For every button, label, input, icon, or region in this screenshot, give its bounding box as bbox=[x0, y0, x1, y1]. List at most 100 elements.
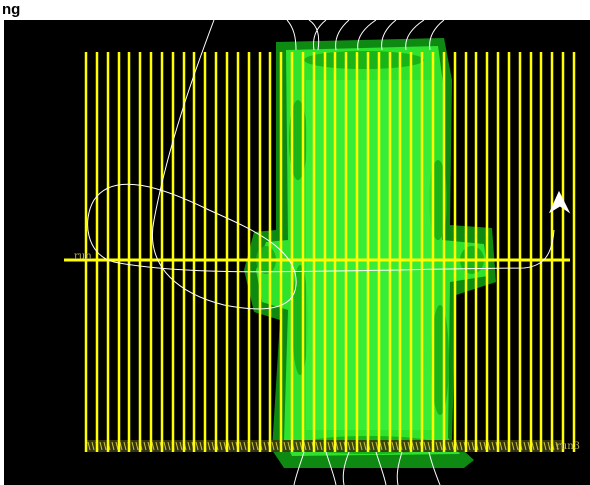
bottom-strip-tick bbox=[255, 441, 259, 451]
bottom-strip-tick bbox=[239, 441, 243, 451]
bottom-strip-tick bbox=[511, 441, 515, 451]
bottom-strip-tick bbox=[307, 441, 311, 451]
bottom-strip-tick bbox=[327, 441, 331, 451]
bottom-strip-tick bbox=[395, 441, 399, 451]
bottom-strip-tick bbox=[403, 441, 407, 451]
flight-track bbox=[381, 20, 397, 51]
flight-track bbox=[429, 20, 445, 51]
flight-track bbox=[325, 451, 337, 485]
bottom-strip-tick bbox=[339, 441, 343, 451]
bottom-strip-tick bbox=[155, 441, 159, 451]
bottom-strip-tick bbox=[483, 441, 487, 451]
bottom-strip-tick bbox=[135, 441, 139, 451]
bottom-strip-tick bbox=[531, 441, 535, 451]
bottom-strip-tick bbox=[195, 441, 199, 451]
bottom-strip-tick bbox=[263, 441, 267, 451]
bottom-strip-tick bbox=[347, 441, 351, 451]
flight-track bbox=[335, 20, 350, 51]
bottom-strip-tick bbox=[503, 441, 507, 451]
bottom-strip-tick bbox=[227, 441, 231, 451]
visualization-viewport[interactable]: run run3 bbox=[4, 20, 590, 485]
bottom-strip-tick bbox=[111, 441, 115, 451]
flight-track-loop bbox=[87, 20, 555, 310]
bottom-strip-tick bbox=[123, 441, 127, 451]
bottom-strip-tick bbox=[163, 441, 167, 451]
bottom-strip-tick bbox=[487, 441, 491, 451]
bottom-strip-tick bbox=[303, 441, 307, 451]
bottom-strip-tick bbox=[407, 441, 411, 451]
bottom-strip-tick bbox=[491, 441, 495, 451]
survey-scene: run run3 bbox=[64, 20, 580, 485]
flight-tracks bbox=[87, 20, 555, 485]
bottom-strip-tick bbox=[223, 441, 227, 451]
arrowhead-icon[interactable] bbox=[548, 190, 571, 214]
bottom-run-label: run3 bbox=[556, 441, 580, 452]
bottom-strip-tick bbox=[515, 441, 519, 451]
page-title: ng bbox=[2, 1, 21, 18]
bottom-strip-tick bbox=[295, 441, 299, 451]
flight-track bbox=[375, 451, 387, 485]
bottom-strip-tick bbox=[535, 441, 539, 451]
bottom-strip-tick bbox=[199, 441, 203, 451]
bottom-strip-tick bbox=[439, 441, 443, 451]
bottom-strip-tick bbox=[251, 441, 255, 451]
bottom-strip-tick bbox=[151, 441, 155, 451]
bottom-strip-tick bbox=[371, 441, 375, 451]
bottom-strip-tick bbox=[451, 441, 455, 451]
bottom-strip-tick bbox=[375, 441, 379, 451]
bottom-strip-tick bbox=[331, 441, 335, 451]
bottom-strip-tick bbox=[187, 441, 191, 451]
bottom-strip-tick bbox=[363, 441, 367, 451]
field-patch bbox=[304, 51, 424, 69]
bottom-strip-tick bbox=[179, 441, 183, 451]
bottom-strip-tick bbox=[359, 441, 363, 451]
bottom-strip-tick bbox=[115, 441, 119, 451]
bottom-strip-tick bbox=[543, 441, 547, 451]
bottom-strip-tick bbox=[455, 441, 459, 451]
horizontal-run-label: run bbox=[74, 251, 92, 262]
flight-track bbox=[357, 20, 377, 51]
bottom-strip-tick bbox=[231, 441, 235, 451]
bottom-strip-tick bbox=[319, 441, 323, 451]
bottom-strip-tick bbox=[423, 441, 427, 451]
flight-track bbox=[286, 20, 297, 51]
bottom-strip-tick bbox=[275, 441, 279, 451]
bottom-strip-tick bbox=[435, 441, 439, 451]
bottom-strip-tick bbox=[379, 441, 383, 451]
flight-track bbox=[396, 451, 403, 485]
bottom-strip-tick bbox=[427, 441, 431, 451]
flight-track bbox=[428, 451, 441, 485]
bottom-strip-tick bbox=[467, 441, 471, 451]
bottom-strip-tick bbox=[175, 441, 179, 451]
flight-track bbox=[342, 451, 350, 485]
bottom-strip-tick bbox=[87, 441, 91, 451]
bottom-strip-tick bbox=[547, 441, 551, 451]
bottom-strip-tick bbox=[383, 441, 387, 451]
bottom-strip-tick bbox=[287, 441, 291, 451]
bottom-strip-tick bbox=[527, 441, 531, 451]
bottom-strip-tick bbox=[351, 441, 355, 451]
bottom-strip-tick bbox=[219, 441, 223, 451]
bottom-strip-tick bbox=[523, 441, 527, 451]
bottom-strip-tick bbox=[131, 441, 135, 451]
bottom-strip-tick bbox=[335, 441, 339, 451]
bottom-strip-tick bbox=[411, 441, 415, 451]
bottom-strip-tick bbox=[207, 441, 211, 451]
bottom-strip-tick bbox=[271, 441, 275, 451]
bottom-strip-tick bbox=[91, 441, 95, 451]
bottom-strip-tick bbox=[479, 441, 483, 451]
bottom-strip-tick bbox=[283, 441, 287, 451]
field-patch bbox=[292, 265, 308, 375]
bottom-strip-tick bbox=[447, 441, 451, 451]
bottom-strip-tick bbox=[143, 441, 147, 451]
bottom-strip-tick bbox=[243, 441, 247, 451]
flight-track bbox=[293, 451, 305, 485]
bottom-strip-tick bbox=[167, 441, 171, 451]
bottom-strip-tick bbox=[299, 441, 303, 451]
bottom-strip-tick bbox=[211, 441, 215, 451]
bottom-strip-tick bbox=[103, 441, 107, 451]
bottom-strip-tick bbox=[99, 441, 103, 451]
bottom-strip-tick bbox=[315, 441, 319, 451]
bottom-strip-tick bbox=[499, 441, 503, 451]
